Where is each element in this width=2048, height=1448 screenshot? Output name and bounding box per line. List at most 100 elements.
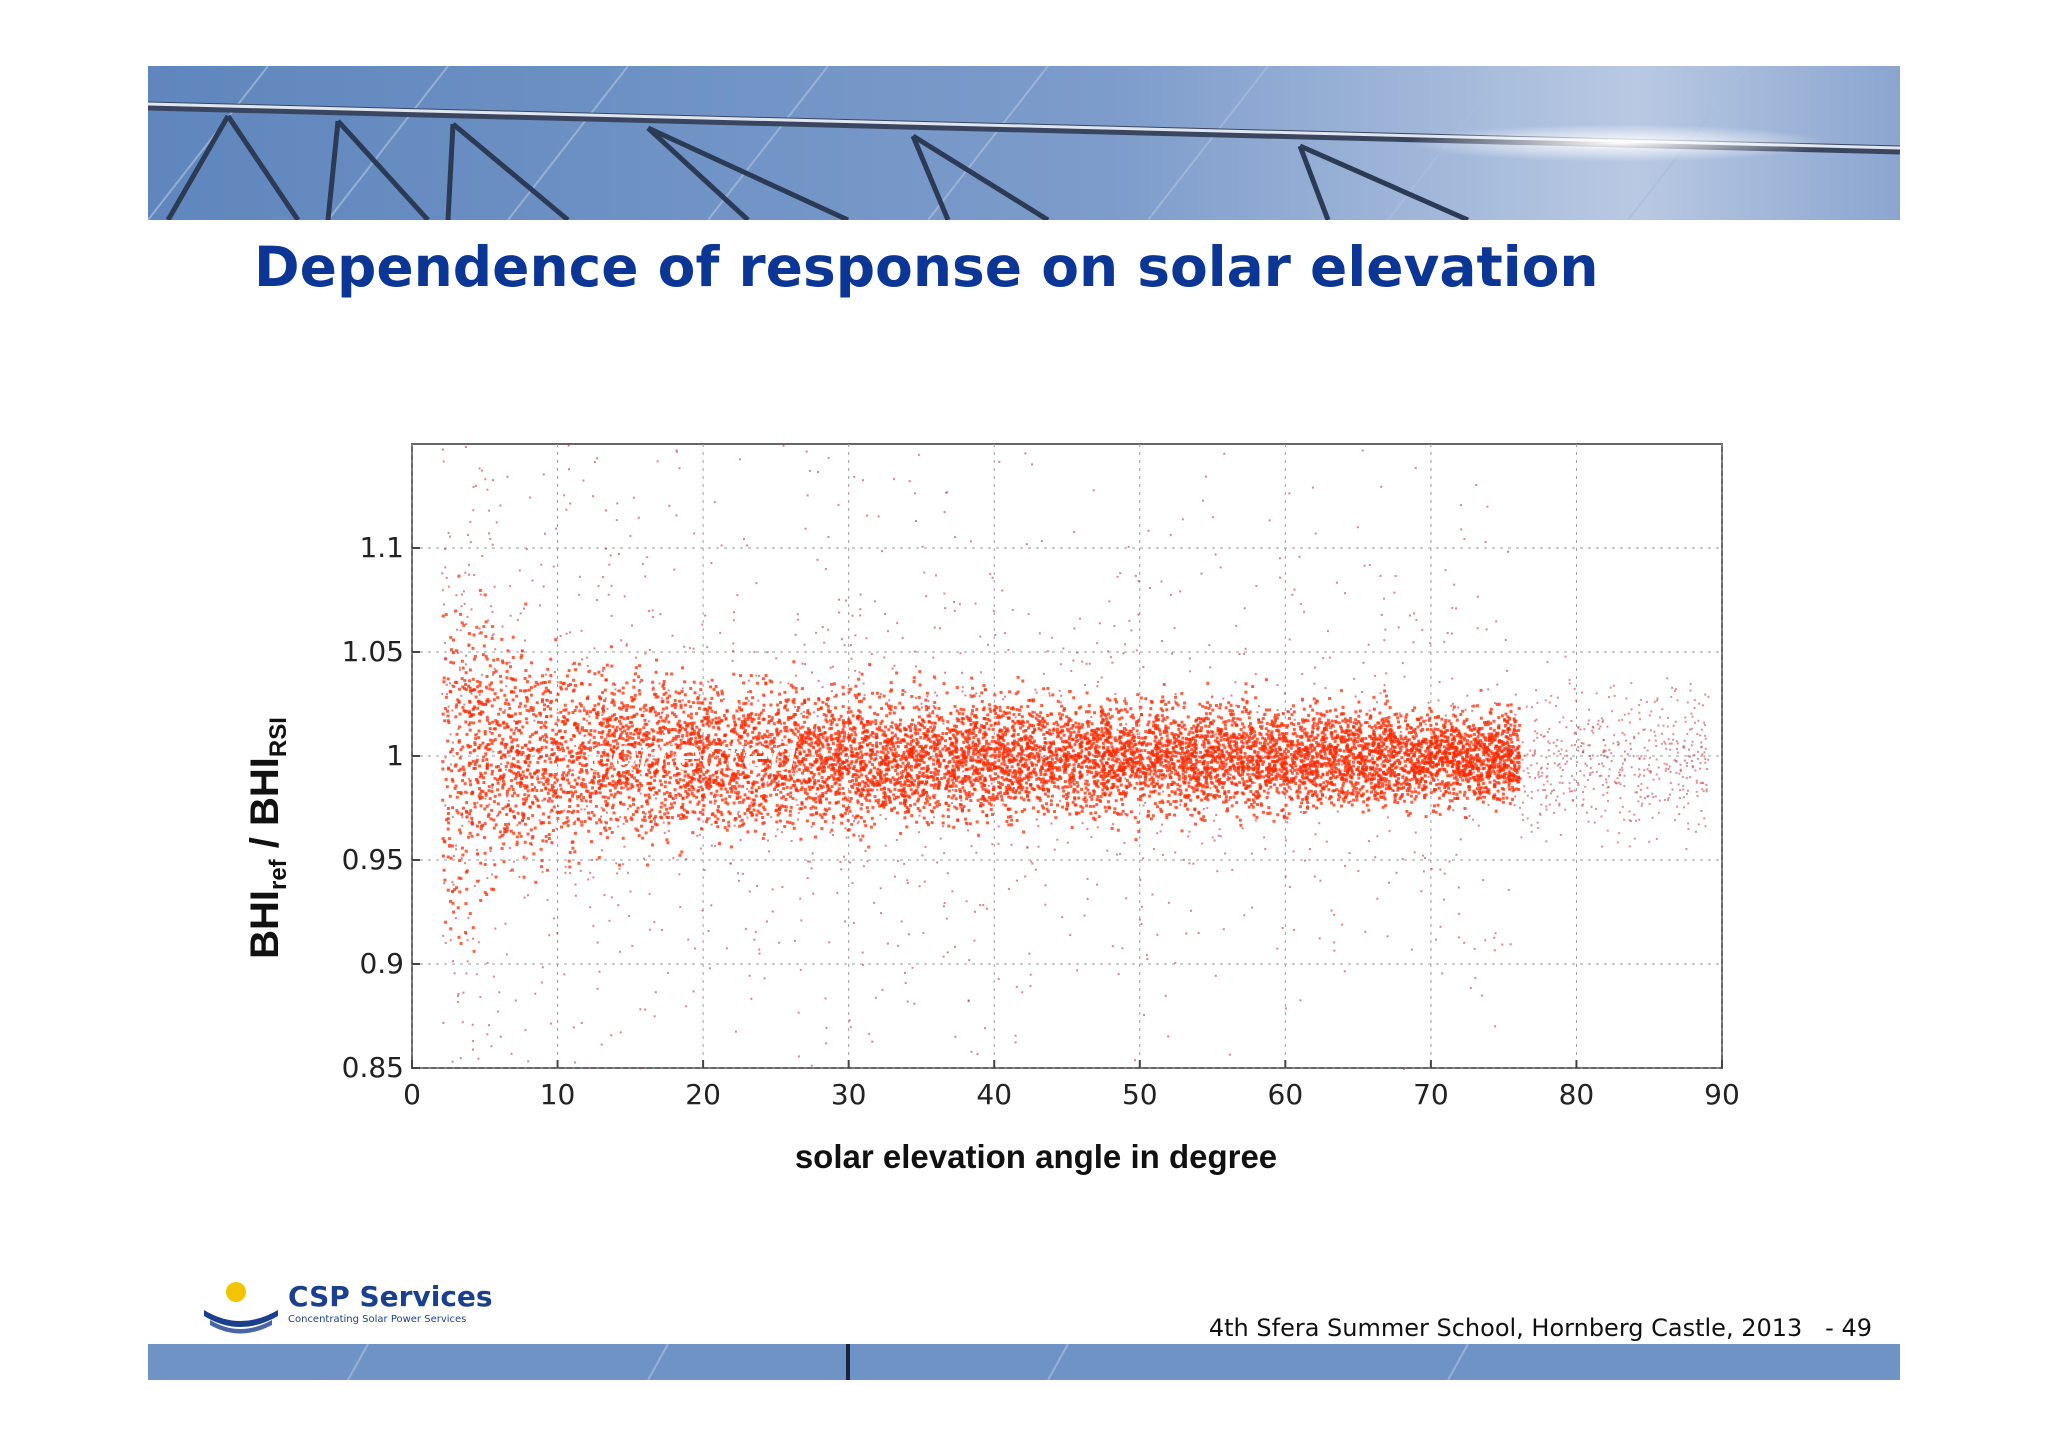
data-point — [571, 792, 575, 796]
data-point — [851, 775, 855, 778]
data-point — [493, 776, 497, 780]
data-point — [1058, 775, 1062, 779]
data-point — [1052, 773, 1056, 777]
data-point — [1388, 759, 1392, 763]
data-point — [559, 685, 563, 689]
data-point — [1382, 791, 1386, 795]
data-point — [1496, 789, 1500, 793]
data-point — [1429, 728, 1433, 732]
data-point — [578, 709, 582, 713]
data-point — [1174, 805, 1178, 809]
data-point — [1049, 732, 1053, 736]
data-point — [637, 787, 641, 791]
data-point — [1172, 721, 1176, 725]
data-point — [665, 672, 669, 676]
data-point — [1205, 776, 1208, 780]
data-point — [1426, 767, 1430, 771]
data-point — [694, 756, 697, 760]
data-point — [685, 741, 689, 745]
data-point — [896, 766, 899, 769]
data-point — [826, 758, 830, 762]
data-point — [1193, 776, 1197, 780]
data-point — [618, 752, 622, 756]
data-point — [665, 790, 669, 794]
data-point — [1339, 689, 1343, 693]
data-point — [1388, 706, 1392, 709]
data-point — [1432, 804, 1436, 808]
data-point — [1027, 699, 1031, 702]
data-point — [621, 686, 625, 690]
data-point — [1199, 729, 1203, 733]
data-point — [777, 765, 781, 769]
data-point — [1073, 796, 1077, 800]
data-point — [1139, 696, 1143, 700]
data-point — [1374, 790, 1378, 794]
data-point — [729, 845, 733, 849]
data-point — [809, 744, 813, 748]
data-point — [796, 729, 800, 733]
data-point — [1097, 754, 1101, 758]
data-point — [1193, 772, 1197, 776]
data-point — [1254, 794, 1258, 798]
data-point — [525, 721, 529, 725]
data-point — [633, 693, 637, 697]
data-point — [786, 698, 790, 702]
data-point — [1504, 754, 1508, 758]
data-point — [468, 779, 472, 783]
data-point — [1257, 756, 1261, 760]
data-point — [851, 779, 854, 783]
data-point — [927, 757, 931, 761]
data-point — [519, 656, 523, 660]
data-point — [1352, 745, 1356, 749]
data-point — [714, 745, 718, 749]
data-point — [1331, 774, 1335, 778]
data-point — [947, 789, 951, 793]
data-point — [1047, 779, 1050, 783]
data-point — [1241, 741, 1245, 745]
data-point — [1046, 687, 1050, 690]
data-point — [730, 753, 734, 757]
data-point — [1390, 753, 1393, 757]
data-point — [1162, 764, 1166, 768]
data-point — [528, 805, 532, 809]
data-point — [776, 770, 780, 774]
data-point — [1289, 753, 1293, 756]
data-point — [603, 795, 607, 799]
data-point — [807, 697, 811, 701]
data-point — [783, 735, 787, 739]
data-point — [809, 796, 813, 800]
data-point — [1226, 768, 1230, 772]
data-point — [1100, 782, 1103, 786]
data-point — [576, 795, 579, 799]
data-point — [614, 817, 618, 821]
data-point — [762, 832, 766, 836]
data-point — [1011, 790, 1015, 793]
data-point — [741, 726, 745, 730]
data-point — [568, 865, 572, 869]
data-point — [998, 753, 1001, 757]
data-point — [714, 685, 718, 688]
data-point — [964, 738, 968, 742]
data-point — [1284, 747, 1288, 751]
data-point — [909, 788, 913, 792]
data-point — [1323, 740, 1327, 744]
data-point — [1453, 738, 1457, 742]
data-point — [805, 792, 809, 796]
data-point — [1203, 717, 1207, 721]
data-point — [1452, 713, 1456, 717]
data-point — [1222, 774, 1226, 778]
data-point — [1485, 771, 1489, 775]
data-point — [1452, 770, 1456, 774]
data-point — [664, 691, 668, 695]
data-point — [447, 721, 451, 725]
data-point — [644, 737, 648, 741]
data-point — [928, 796, 932, 800]
data-point — [1452, 781, 1456, 785]
data-point — [1236, 756, 1240, 760]
data-point — [922, 816, 926, 820]
data-point — [910, 792, 914, 796]
data-point — [1405, 778, 1409, 781]
data-point — [974, 778, 978, 782]
data-point — [567, 669, 571, 673]
data-point — [597, 702, 601, 706]
